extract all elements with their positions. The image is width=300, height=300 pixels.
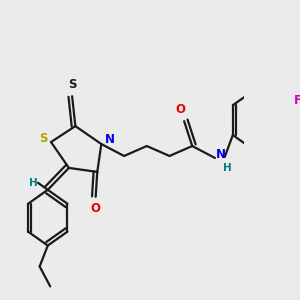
Text: N: N [216,148,226,161]
Text: H: H [223,163,232,173]
Text: S: S [68,78,76,91]
Text: O: O [91,202,101,215]
Text: H: H [29,178,38,188]
Text: F: F [294,94,300,107]
Text: N: N [104,133,114,146]
Text: O: O [175,103,185,116]
Text: S: S [39,132,47,145]
